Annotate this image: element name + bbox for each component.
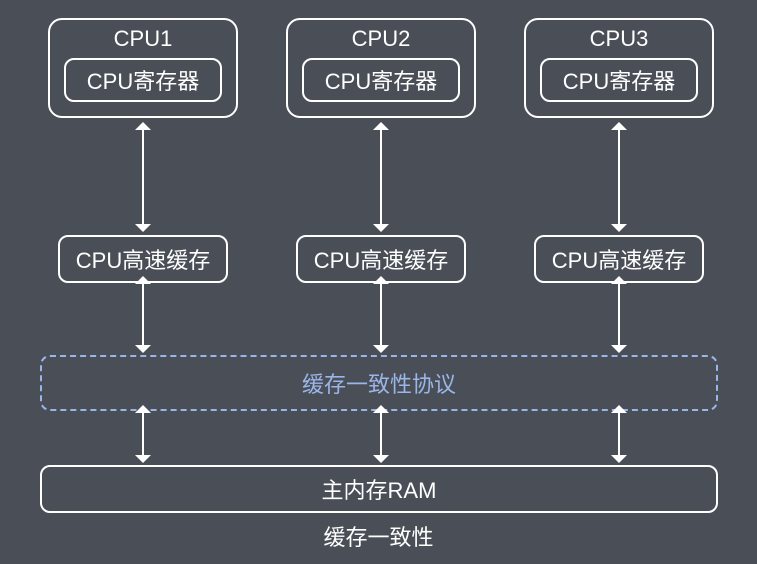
cpu-title: CPU3 bbox=[526, 26, 712, 52]
cache-box-1: CPU高速缓存 bbox=[58, 235, 228, 283]
cpu-block-1: CPU1 CPU寄存器 bbox=[48, 18, 238, 118]
coherence-protocol-box: 缓存一致性协议 bbox=[40, 355, 718, 411]
cpu-register-box: CPU寄存器 bbox=[64, 58, 222, 102]
diagram-root: CPU1 CPU寄存器 CPU2 CPU寄存器 CPU3 CPU寄存器 CPU高… bbox=[0, 0, 757, 564]
cpu-block-3: CPU3 CPU寄存器 bbox=[524, 18, 714, 118]
cache-box-3: CPU高速缓存 bbox=[534, 235, 704, 283]
main-memory-box: 主内存RAM bbox=[40, 465, 718, 513]
cache-box-2: CPU高速缓存 bbox=[296, 235, 466, 283]
cpu-title: CPU2 bbox=[288, 26, 474, 52]
diagram-title: 缓存一致性 bbox=[0, 520, 757, 552]
cpu-block-2: CPU2 CPU寄存器 bbox=[286, 18, 476, 118]
cpu-register-box: CPU寄存器 bbox=[540, 58, 698, 102]
cpu-register-box: CPU寄存器 bbox=[302, 58, 460, 102]
cpu-title: CPU1 bbox=[50, 26, 236, 52]
